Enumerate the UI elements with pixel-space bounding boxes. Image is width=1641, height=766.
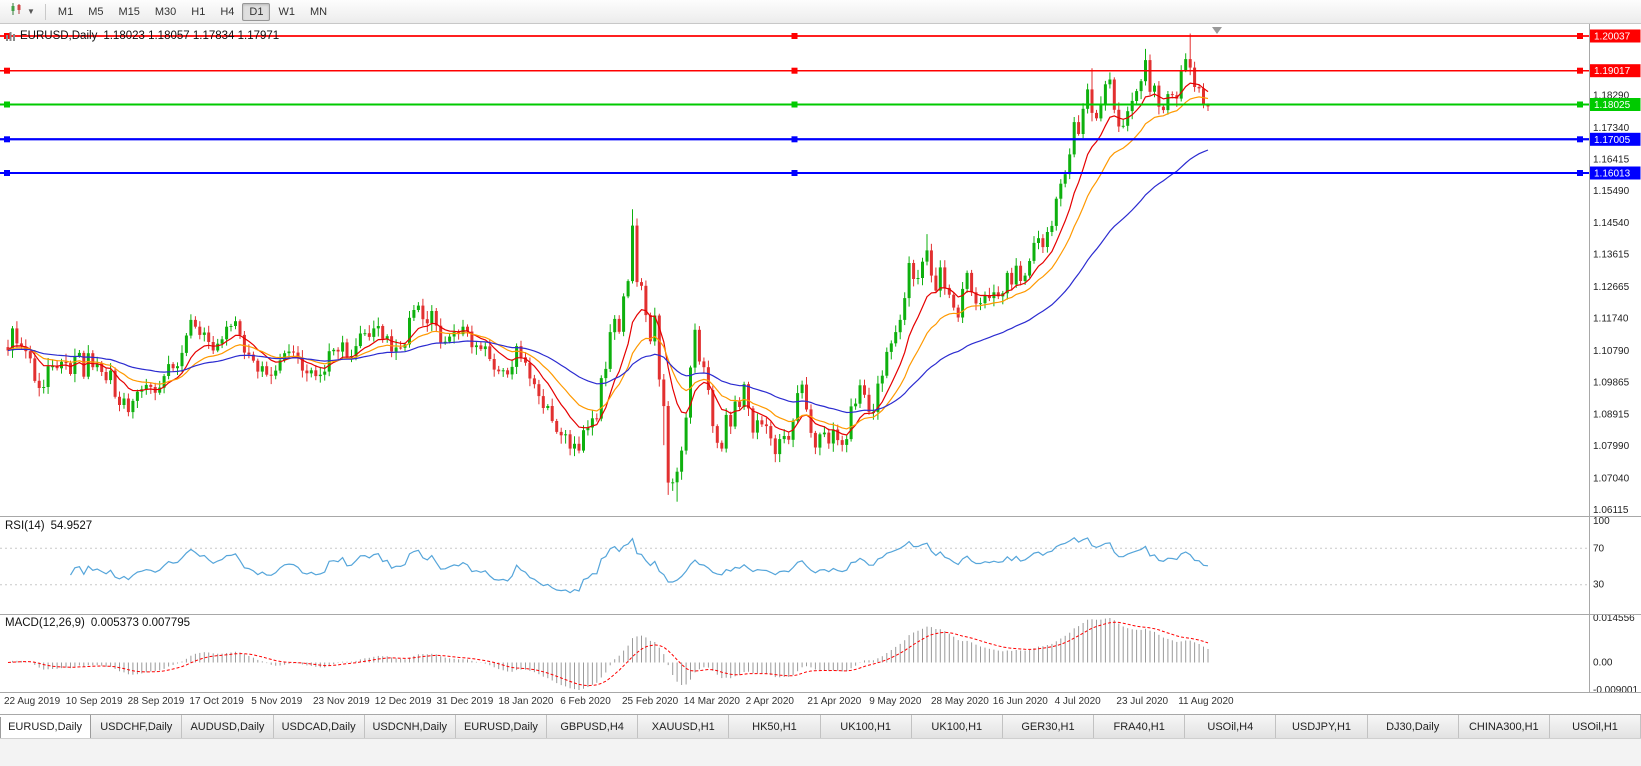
- x-tick-label: 14 Mar 2020: [684, 696, 741, 707]
- chart-tab-10-uk100-h1[interactable]: UK100,H1: [912, 715, 1003, 738]
- tf-button-h4[interactable]: H4: [213, 3, 241, 21]
- chart-tab-11-ger30-h1[interactable]: GER30,H1: [1003, 715, 1094, 738]
- x-tick-label: 28 Sep 2019: [128, 696, 185, 707]
- x-tick-label: 16 Jun 2020: [993, 696, 1048, 707]
- chart-type-dropdown[interactable]: ▼: [4, 0, 40, 23]
- mt4-window: ▼ M1M5M15M30H1H4D1W1MN 1.182901.173401.1…: [0, 0, 1641, 766]
- ma-line-50: [8, 150, 1208, 413]
- x-tick-label: 23 Nov 2019: [313, 696, 370, 707]
- x-tick-label: 22 Aug 2019: [4, 696, 61, 707]
- tf-button-d1[interactable]: D1: [242, 3, 270, 21]
- rsi-axis-label: 100: [1593, 516, 1610, 527]
- x-tick-label: 11 Aug 2020: [1178, 696, 1234, 707]
- x-tick-label: 28 May 2020: [931, 696, 989, 707]
- chart-window: 1.182901.173401.164151.154901.145401.136…: [0, 24, 1641, 714]
- chart-tabs: EURUSD,DailyUSDCHF,DailyAUDUSD,DailyUSDC…: [0, 714, 1641, 738]
- price-tag-label: 1.18025: [1594, 100, 1631, 111]
- tf-button-m30[interactable]: M30: [148, 3, 183, 21]
- price-tag-label: 1.16013: [1594, 169, 1631, 180]
- price-axis: 1.182901.173401.164151.154901.145401.136…: [1593, 91, 1638, 697]
- y-tick-label: 1.07040: [1593, 474, 1630, 485]
- x-tick-label: 21 Apr 2020: [807, 696, 861, 707]
- chart-tab-13-usoil-h4[interactable]: USOil,H4: [1185, 715, 1276, 738]
- status-strip: [0, 738, 1641, 766]
- y-tick-label: 1.06115: [1593, 505, 1629, 516]
- y-tick-label: 1.13615: [1593, 250, 1630, 261]
- chevron-down-icon: ▼: [27, 7, 35, 16]
- macd-values: 0.005373 0.007795: [91, 617, 190, 629]
- chart-tab-14-usdjpy-h1[interactable]: USDJPY,H1: [1276, 715, 1367, 738]
- y-tick-label: 1.16415: [1593, 154, 1630, 165]
- price-chart[interactable]: 1.182901.173401.164151.154901.145401.136…: [0, 24, 1641, 714]
- x-tick-label: 25 Feb 2020: [622, 696, 679, 707]
- x-tick-label: 31 Dec 2019: [437, 696, 494, 707]
- y-tick-label: 1.08915: [1593, 410, 1630, 421]
- chart-title: EURUSD,Daily 1.18023 1.18057 1.17834 1.1…: [5, 30, 279, 42]
- price-tag-label: 1.19017: [1594, 66, 1631, 77]
- y-tick-label: 1.17340: [1593, 123, 1630, 134]
- chart-tab-17-usoil-h1[interactable]: USOil,H1: [1550, 715, 1641, 738]
- y-tick-label: 1.07990: [1593, 441, 1630, 452]
- x-tick-label: 18 Jan 2020: [498, 696, 553, 707]
- rsi-value: 54.9527: [51, 520, 93, 532]
- y-tick-label: 1.14540: [1593, 218, 1630, 229]
- tf-button-m1[interactable]: M1: [51, 3, 80, 21]
- rsi-name: RSI(14): [5, 520, 45, 532]
- y-tick-label: 1.12665: [1593, 282, 1630, 293]
- chart-tab-16-china300-h1[interactable]: CHINA300,H1: [1459, 715, 1550, 738]
- x-tick-label: 9 May 2020: [869, 696, 922, 707]
- chart-tab-12-fra40-h1[interactable]: FRA40,H1: [1094, 715, 1185, 738]
- rsi-pane: [0, 538, 1589, 593]
- chart-tab-8-hk50-h1[interactable]: HK50,H1: [729, 715, 820, 738]
- chart-tab-1-usdchf-daily[interactable]: USDCHF,Daily: [91, 715, 182, 738]
- chart-title-text: EURUSD,Daily: [20, 30, 97, 42]
- chart-tab-7-xauusd-h1[interactable]: XAUUSD,H1: [638, 715, 729, 738]
- rsi-axis-label: 30: [1593, 580, 1605, 591]
- toolbar-separator: [45, 4, 46, 20]
- timeframe-buttons: M1M5M15M30H1H4D1W1MN: [51, 3, 334, 21]
- y-tick-label: 1.10790: [1593, 346, 1630, 357]
- rsi-indicator-label: RSI(14) 54.9527: [5, 520, 92, 532]
- timeframe-toolbar: ▼ M1M5M15M30H1H4D1W1MN: [0, 0, 1641, 24]
- price-tag-label: 1.17005: [1594, 135, 1631, 146]
- macd-axis-label: -0.009001: [1593, 685, 1638, 696]
- chart-tab-5-eurusd-daily[interactable]: EURUSD,Daily: [456, 715, 547, 738]
- chart-tab-2-audusd-daily[interactable]: AUDUSD,Daily: [182, 715, 273, 738]
- chart-tab-3-usdcad-daily[interactable]: USDCAD,Daily: [274, 715, 365, 738]
- chart-tab-4-usdcnh-daily[interactable]: USDCNH,Daily: [365, 715, 456, 738]
- tf-button-m15[interactable]: M15: [111, 3, 146, 21]
- price-tag-label: 1.20037: [1594, 32, 1631, 43]
- rsi-axis-label: 70: [1593, 543, 1605, 554]
- chart-ohlc-values: 1.18023 1.18057 1.17834 1.17971: [103, 30, 279, 42]
- candlestick-chart-icon: [9, 2, 25, 21]
- x-tick-label: 12 Dec 2019: [375, 696, 432, 707]
- tf-button-w1[interactable]: W1: [271, 3, 302, 21]
- chart-tab-0-eurusd-daily[interactable]: EURUSD,Daily: [0, 715, 91, 738]
- x-tick-label: 4 Jul 2020: [1055, 696, 1102, 707]
- chart-tab-9-uk100-h1[interactable]: UK100,H1: [821, 715, 912, 738]
- chart-tab-6-gbpusd-h4[interactable]: GBPUSD,H4: [547, 715, 638, 738]
- chart-tab-15-dj30-daily[interactable]: DJ30,Daily: [1368, 715, 1459, 738]
- x-tick-label: 23 Jul 2020: [1116, 696, 1168, 707]
- y-tick-label: 1.15490: [1593, 186, 1630, 197]
- chart-shift-marker[interactable]: [1212, 27, 1222, 34]
- y-tick-label: 1.09865: [1593, 377, 1630, 388]
- macd-signal-line: [8, 622, 1208, 685]
- tf-button-h1[interactable]: H1: [184, 3, 212, 21]
- macd-indicator-label: MACD(12,26,9) 0.005373 0.007795: [5, 617, 190, 629]
- x-tick-label: 17 Oct 2019: [189, 696, 244, 707]
- x-tick-label: 2 Apr 2020: [746, 696, 795, 707]
- x-tick-label: 5 Nov 2019: [251, 696, 303, 707]
- x-tick-label: 6 Feb 2020: [560, 696, 611, 707]
- chart-symbol-icon: [5, 31, 16, 41]
- macd-name: MACD(12,26,9): [5, 617, 85, 629]
- tf-button-m5[interactable]: M5: [81, 3, 110, 21]
- x-tick-label: 10 Sep 2019: [66, 696, 123, 707]
- y-tick-label: 1.11740: [1593, 314, 1629, 325]
- tf-button-mn[interactable]: MN: [303, 3, 334, 21]
- ma-line-20: [8, 97, 1208, 429]
- macd-axis-label: 0.00: [1593, 658, 1613, 669]
